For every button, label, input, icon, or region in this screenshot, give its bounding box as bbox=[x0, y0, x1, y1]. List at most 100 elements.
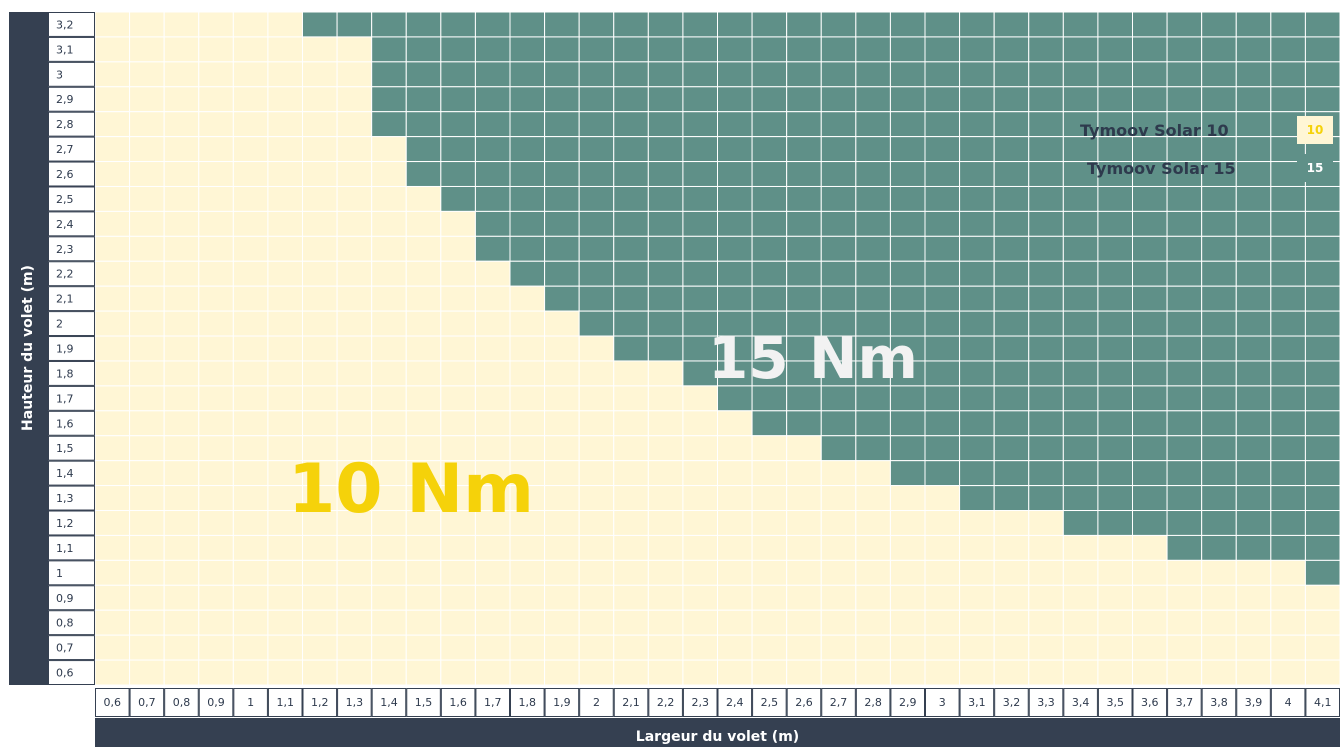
cell-10nm bbox=[1270, 584, 1306, 611]
cell-10nm bbox=[371, 460, 407, 487]
cell-10nm bbox=[267, 310, 303, 337]
cell-15nm bbox=[1201, 86, 1237, 113]
cell-10nm bbox=[613, 360, 649, 387]
legend-swatch: 15 bbox=[1297, 154, 1333, 182]
x-tick-box bbox=[855, 688, 891, 717]
cell-10nm bbox=[129, 185, 165, 212]
cell-15nm bbox=[1132, 410, 1168, 437]
cell-15nm bbox=[855, 260, 891, 287]
cell-10nm bbox=[94, 310, 131, 337]
cell-10nm bbox=[405, 335, 442, 362]
cell-15nm bbox=[1235, 111, 1272, 138]
cell-10nm bbox=[232, 285, 269, 312]
cell-15nm bbox=[544, 235, 580, 262]
cell-10nm bbox=[163, 534, 200, 561]
y-tick-label: 1,2 bbox=[56, 517, 74, 530]
cell-15nm bbox=[1304, 335, 1341, 362]
cell-15nm bbox=[1201, 410, 1237, 437]
cell-15nm bbox=[509, 185, 546, 212]
cell-10nm bbox=[94, 136, 131, 163]
cell-10nm bbox=[613, 634, 649, 661]
cell-15nm bbox=[544, 185, 580, 212]
cell-10nm bbox=[371, 335, 407, 362]
cell-15nm bbox=[440, 61, 476, 88]
cell-10nm bbox=[544, 659, 580, 686]
cell-15nm bbox=[786, 410, 822, 437]
cell-10nm bbox=[1270, 609, 1306, 636]
cell-15nm bbox=[820, 235, 857, 262]
cell-10nm bbox=[371, 634, 407, 661]
cell-10nm bbox=[889, 609, 926, 636]
cell-10nm bbox=[544, 534, 580, 561]
cell-15nm bbox=[820, 111, 857, 138]
cell-15nm bbox=[751, 185, 788, 212]
cell-15nm bbox=[959, 335, 995, 362]
cell-15nm bbox=[1132, 136, 1168, 163]
cell-10nm bbox=[993, 559, 1030, 586]
cell-15nm bbox=[474, 86, 511, 113]
x-tick-label: 2,7 bbox=[830, 696, 848, 709]
cell-10nm bbox=[751, 559, 788, 586]
cell-15nm bbox=[786, 36, 822, 63]
cell-10nm bbox=[163, 111, 200, 138]
cell-10nm bbox=[682, 659, 719, 686]
cell-10nm bbox=[717, 634, 753, 661]
x-tick-box bbox=[1063, 688, 1098, 717]
cell-15nm bbox=[1062, 360, 1099, 387]
cell-10nm bbox=[198, 210, 234, 237]
cell-10nm bbox=[405, 510, 442, 536]
cell-15nm bbox=[682, 210, 719, 237]
cell-15nm bbox=[578, 285, 615, 312]
cell-10nm bbox=[232, 410, 269, 437]
cell-15nm bbox=[336, 11, 373, 38]
y-tick-label: 2,8 bbox=[56, 118, 74, 131]
cell-15nm bbox=[1304, 310, 1341, 337]
cell-10nm bbox=[1166, 659, 1203, 686]
cell-15nm bbox=[1304, 86, 1341, 113]
cell-15nm bbox=[717, 36, 753, 63]
cell-10nm bbox=[198, 659, 234, 686]
cell-10nm bbox=[993, 534, 1030, 561]
cell-15nm bbox=[1270, 310, 1306, 337]
cell-15nm bbox=[474, 136, 511, 163]
cell-10nm bbox=[232, 534, 269, 561]
cell-10nm bbox=[302, 185, 338, 212]
cell-15nm bbox=[578, 210, 615, 237]
cell-15nm bbox=[1132, 260, 1168, 287]
cell-10nm bbox=[1166, 609, 1203, 636]
cell-10nm bbox=[820, 534, 857, 561]
cell-10nm bbox=[302, 584, 338, 611]
cell-10nm bbox=[959, 510, 995, 536]
cell-10nm bbox=[682, 609, 719, 636]
cell-10nm bbox=[820, 634, 857, 661]
cell-10nm bbox=[1097, 609, 1133, 636]
x-tick-label: 0,8 bbox=[173, 696, 191, 709]
cell-15nm bbox=[509, 210, 546, 237]
cell-10nm bbox=[613, 609, 649, 636]
cell-15nm bbox=[855, 136, 891, 163]
cell-15nm bbox=[717, 161, 753, 187]
cell-10nm bbox=[924, 559, 961, 586]
cell-15nm bbox=[1304, 435, 1341, 462]
x-tick-box bbox=[613, 688, 649, 717]
cell-10nm bbox=[924, 609, 961, 636]
cell-15nm bbox=[578, 310, 615, 337]
cell-10nm bbox=[786, 460, 822, 487]
cell-15nm bbox=[855, 285, 891, 312]
cell-15nm bbox=[613, 111, 649, 138]
x-tick-label: 4,1 bbox=[1314, 696, 1332, 709]
cell-15nm bbox=[1132, 510, 1168, 536]
cell-15nm bbox=[1166, 260, 1203, 287]
cell-15nm bbox=[959, 460, 995, 487]
cell-15nm bbox=[1166, 161, 1203, 187]
cell-15nm bbox=[1201, 210, 1237, 237]
cell-15nm bbox=[855, 111, 891, 138]
cell-10nm bbox=[232, 185, 269, 212]
cell-15nm bbox=[924, 235, 961, 262]
x-tick-label: 2,3 bbox=[691, 696, 709, 709]
x-tick-label: 2,6 bbox=[795, 696, 813, 709]
cell-15nm bbox=[682, 61, 719, 88]
cell-10nm bbox=[1166, 559, 1203, 586]
cell-15nm bbox=[1028, 335, 1064, 362]
x-tick-box bbox=[164, 688, 199, 717]
